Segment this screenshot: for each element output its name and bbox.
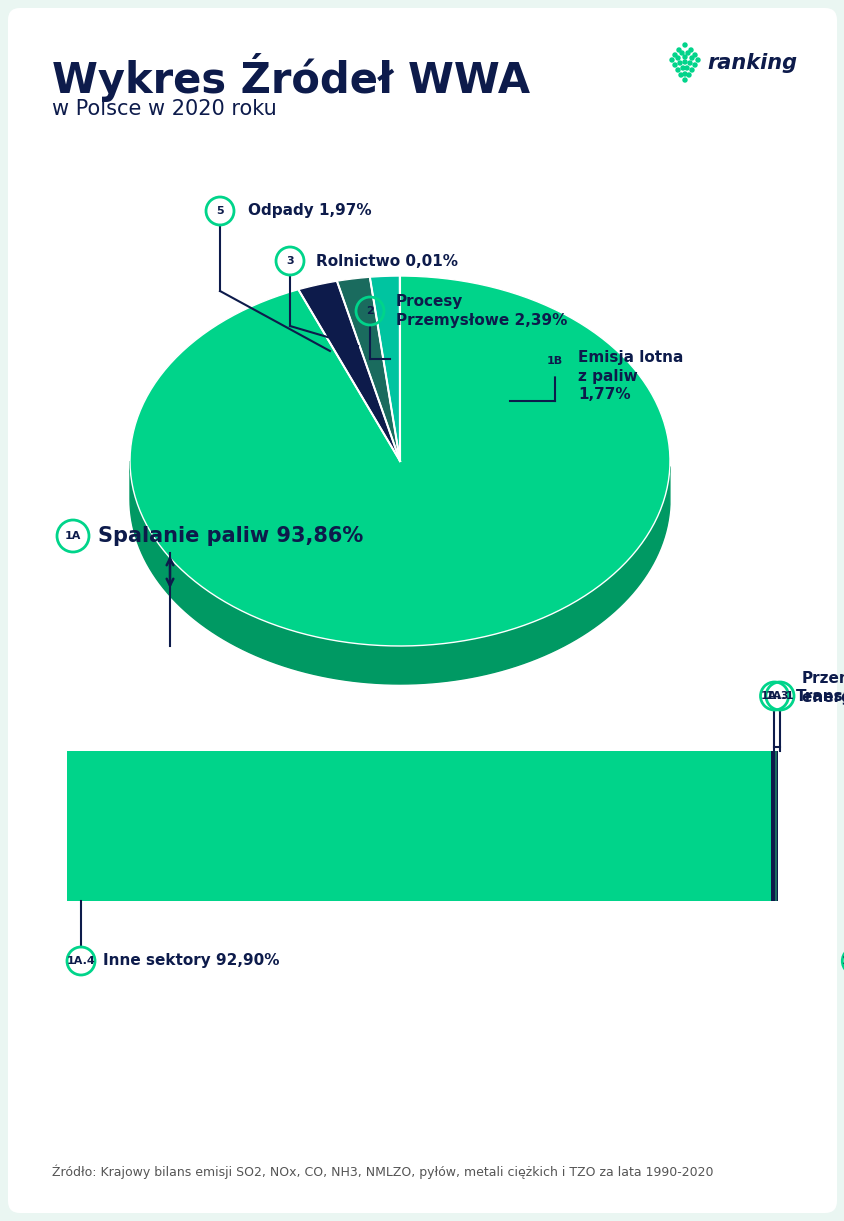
Text: Emisja lotna
z paliw
1,77%: Emisja lotna z paliw 1,77%	[577, 350, 683, 402]
Circle shape	[690, 68, 693, 72]
Circle shape	[682, 72, 686, 76]
Text: Rolnictwo 0,01%: Rolnictwo 0,01%	[316, 254, 457, 269]
Circle shape	[680, 66, 684, 70]
Circle shape	[679, 73, 682, 77]
Text: Odpady 1,97%: Odpady 1,97%	[247, 204, 371, 219]
Text: Przemysły
energetyczne 0,12%: Przemysły energetyczne 0,12%	[801, 672, 844, 705]
Bar	[775, 751, 776, 901]
Text: 1A: 1A	[65, 531, 81, 541]
Text: 5: 5	[216, 206, 224, 216]
Bar	[776, 751, 777, 901]
Circle shape	[692, 53, 696, 57]
Bar	[770, 751, 775, 901]
Circle shape	[682, 55, 686, 59]
Circle shape	[676, 48, 680, 53]
Text: Źródło: Krajowy bilans emisji SO2, NOx, CO, NH3, NMLZO, pyłów, metali ciężkich i: Źródło: Krajowy bilans emisji SO2, NOx, …	[52, 1165, 712, 1179]
Circle shape	[675, 56, 679, 60]
Polygon shape	[298, 281, 399, 462]
Circle shape	[682, 78, 686, 82]
Circle shape	[669, 59, 674, 62]
Circle shape	[675, 68, 679, 72]
Text: ranking: ranking	[706, 53, 796, 73]
Text: 1B: 1B	[546, 357, 562, 366]
Circle shape	[688, 48, 692, 53]
Circle shape	[690, 56, 693, 60]
Polygon shape	[130, 276, 669, 646]
Polygon shape	[337, 277, 399, 462]
Circle shape	[695, 59, 699, 62]
Circle shape	[687, 61, 691, 65]
Text: Transport 0,62%: Transport 0,62%	[796, 689, 844, 703]
Bar	[67, 751, 770, 901]
Circle shape	[682, 43, 686, 46]
Circle shape	[682, 60, 686, 63]
Circle shape	[679, 51, 683, 55]
Text: w Polsce w 2020 roku: w Polsce w 2020 roku	[52, 99, 277, 118]
Text: 1A.2: 1A.2	[841, 956, 844, 966]
Circle shape	[684, 66, 688, 70]
Text: 1A.4: 1A.4	[67, 956, 95, 966]
Circle shape	[672, 63, 676, 67]
Polygon shape	[130, 462, 669, 684]
Text: Inne sektory 92,90%: Inne sektory 92,90%	[103, 954, 279, 968]
Text: 3: 3	[286, 256, 294, 266]
Circle shape	[672, 53, 676, 57]
Circle shape	[677, 61, 681, 65]
Text: 1A.3: 1A.3	[760, 691, 787, 701]
FancyBboxPatch shape	[8, 9, 836, 1212]
Text: 1A.1: 1A.1	[765, 691, 793, 701]
Circle shape	[692, 63, 696, 67]
Circle shape	[686, 73, 690, 77]
Polygon shape	[370, 276, 399, 462]
Text: 2: 2	[365, 306, 373, 316]
Text: Spalanie paliw 93,86%: Spalanie paliw 93,86%	[98, 526, 363, 546]
Text: Procesy
Przemysłowe 2,39%: Procesy Przemysłowe 2,39%	[396, 294, 566, 327]
Text: Wykres Źródeł WWA: Wykres Źródeł WWA	[52, 53, 529, 103]
Circle shape	[685, 51, 690, 55]
